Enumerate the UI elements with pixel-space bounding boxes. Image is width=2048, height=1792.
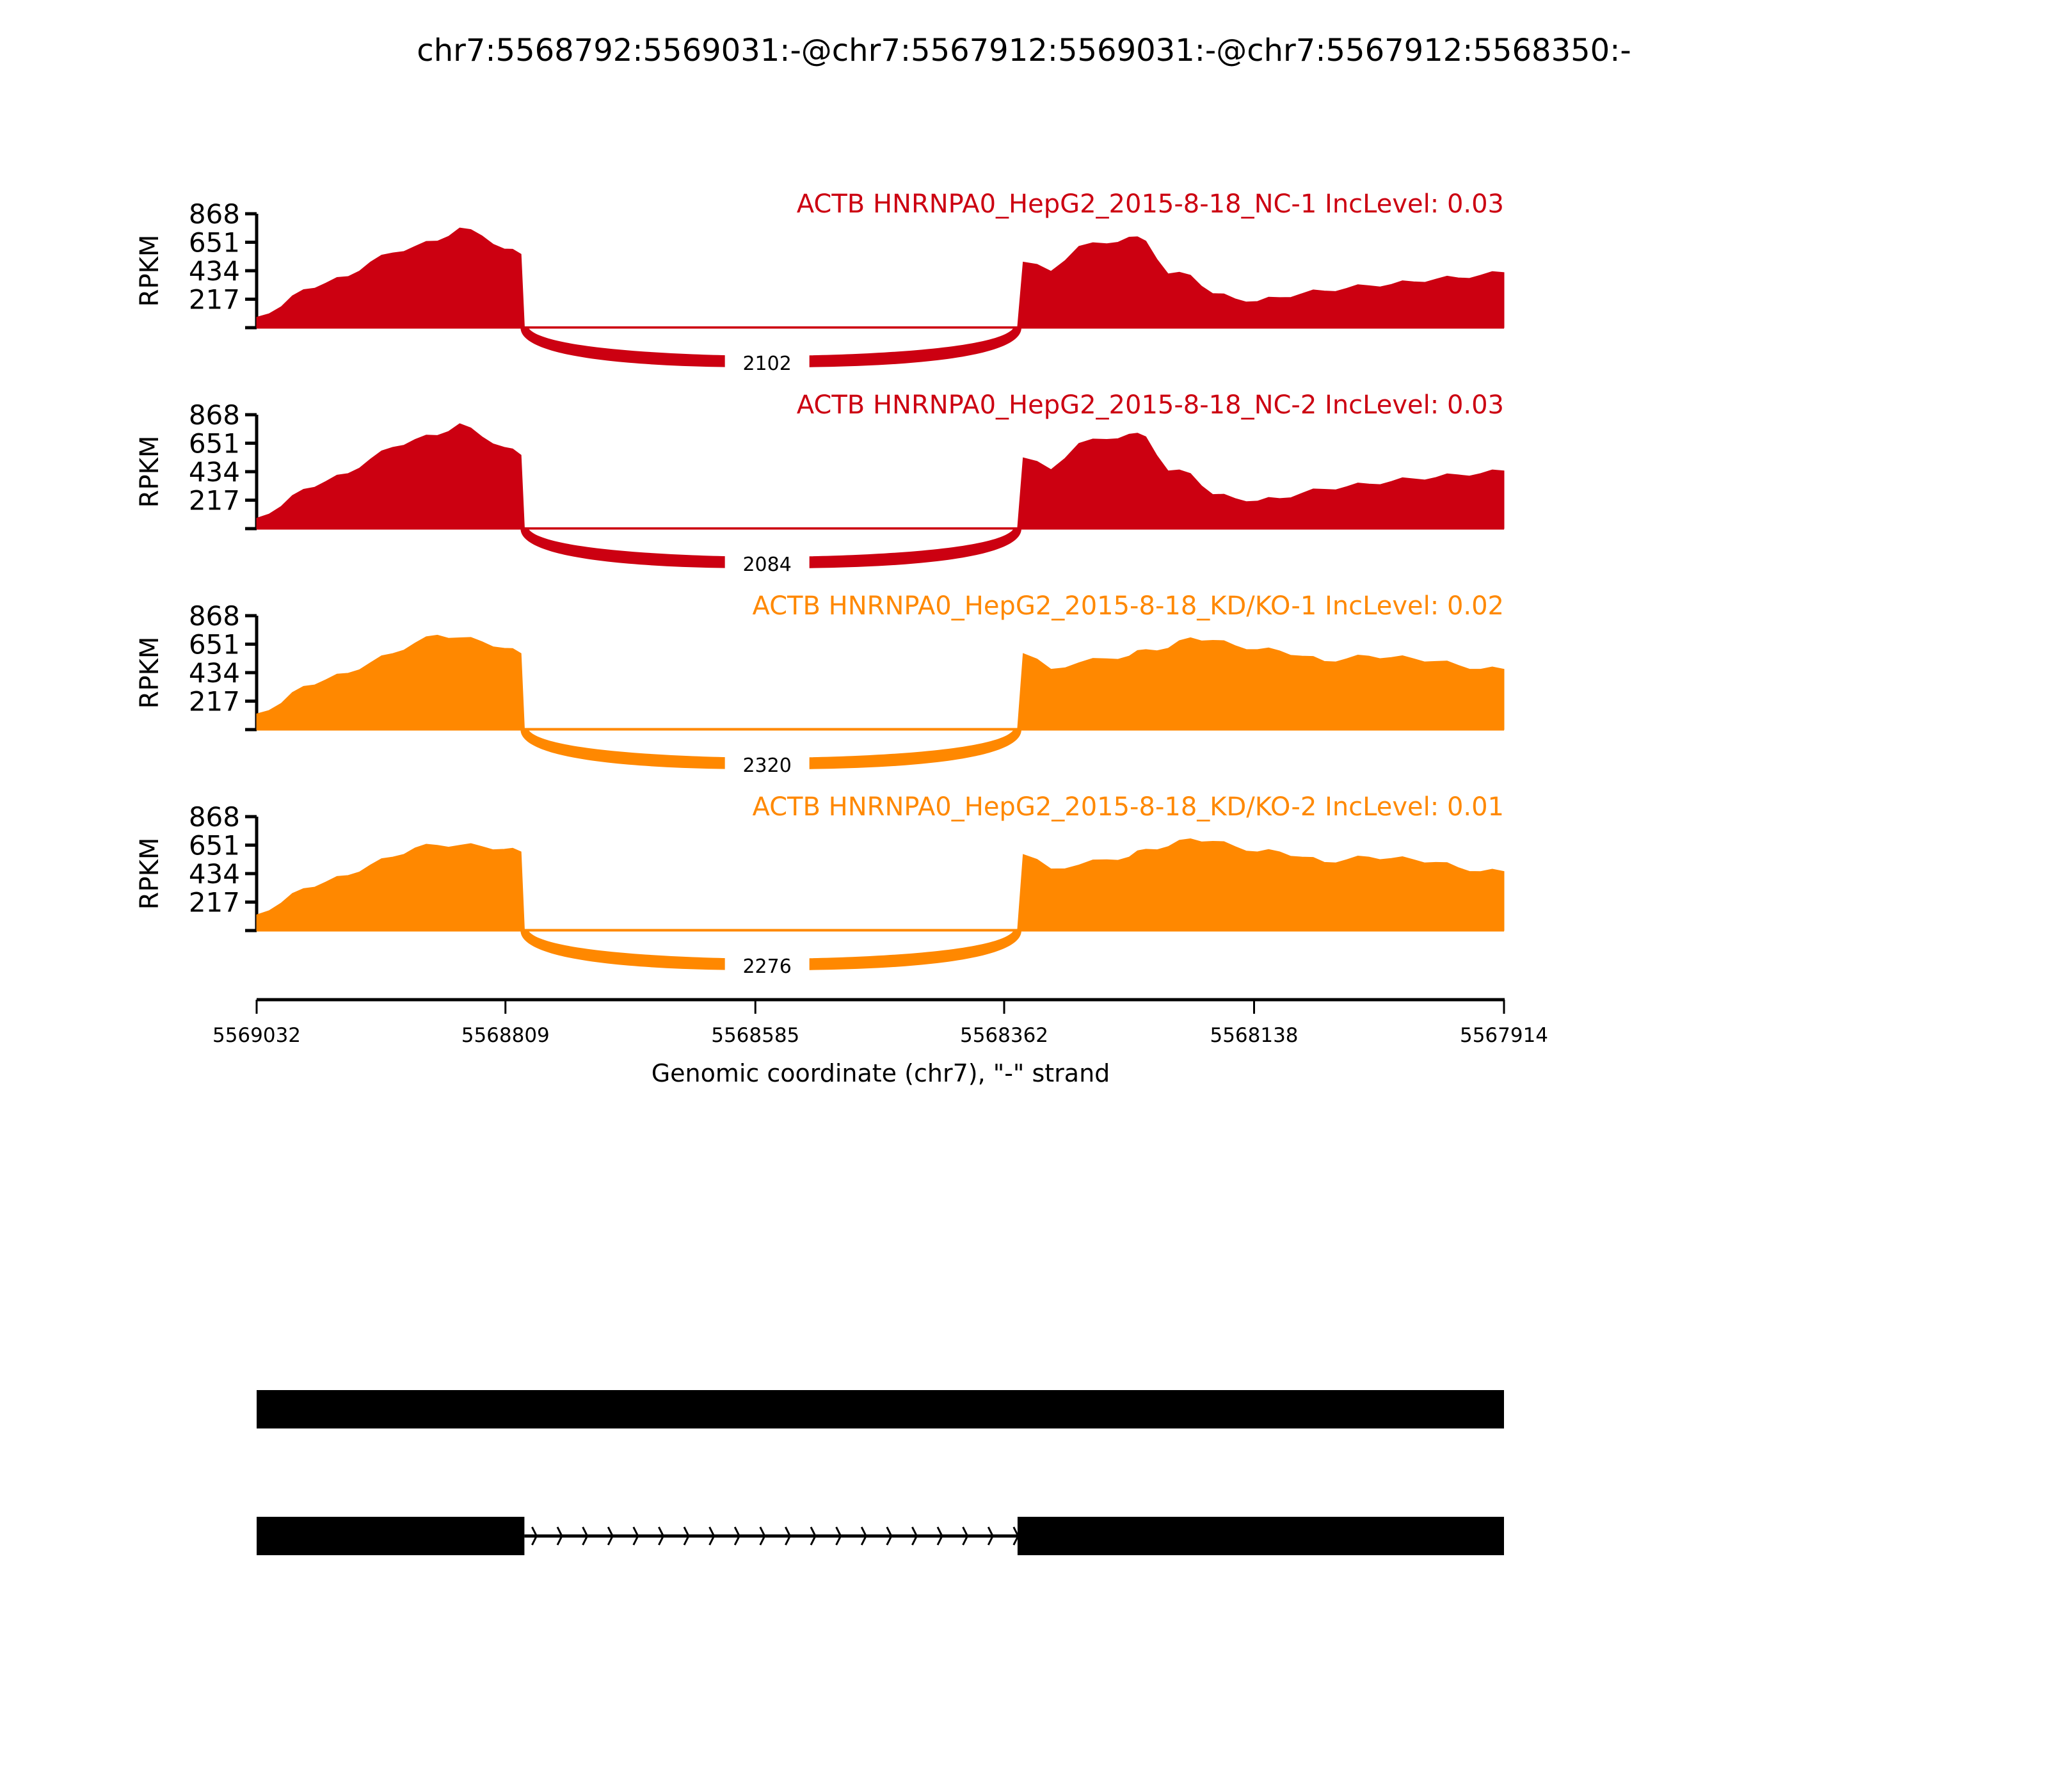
y-axis-label: RPKM bbox=[135, 838, 164, 910]
junction-label-bg bbox=[724, 954, 810, 977]
junction-label-bg bbox=[724, 753, 810, 776]
strand-arrow-icon bbox=[632, 1526, 639, 1546]
y-tick-label: 434 bbox=[189, 255, 240, 287]
sample-label: ACTB HNRNPA0_HepG2_2015-8-18_NC-2 IncLev… bbox=[797, 390, 1504, 420]
strand-arrow-icon bbox=[658, 1526, 665, 1546]
junction-count-label: 2320 bbox=[742, 755, 791, 777]
x-tick-label: 5568585 bbox=[711, 1024, 799, 1047]
junction-count-label: 2276 bbox=[742, 956, 791, 978]
coverage-area bbox=[256, 838, 1505, 931]
x-axis: 5569032 5568809 5568585 5568362 5568138 55679… bbox=[212, 998, 1548, 1047]
strand-arrow-icon bbox=[936, 1526, 943, 1546]
strand-arrow-icon bbox=[607, 1526, 614, 1546]
y-tick-label: 651 bbox=[189, 227, 240, 259]
gene-model-2 bbox=[257, 1517, 1504, 1555]
x-tick-label: 5567914 bbox=[1460, 1024, 1548, 1047]
strand-arrow-icon bbox=[733, 1526, 740, 1546]
junction-count-label: 2102 bbox=[742, 353, 791, 375]
chart-title: chr7:5568792:5569031:-@chr7:5567912:5569… bbox=[417, 33, 1631, 68]
gene-models bbox=[257, 1390, 1504, 1555]
junction-label-bg bbox=[724, 351, 810, 374]
strand-arrow-icon bbox=[708, 1526, 716, 1546]
y-tick-label: 434 bbox=[189, 456, 240, 488]
strand-arrow-icon bbox=[759, 1526, 766, 1546]
gene-model-1 bbox=[257, 1390, 1504, 1428]
x-tick-label: 5568809 bbox=[461, 1024, 550, 1047]
x-tick-label: 5568138 bbox=[1210, 1024, 1298, 1047]
exon-block bbox=[1017, 1517, 1504, 1555]
x-axis-label: Genomic coordinate (chr7), "-" strand bbox=[652, 1059, 1110, 1087]
y-tick-label: 651 bbox=[189, 830, 240, 861]
strand-arrow-icon bbox=[987, 1526, 994, 1546]
y-tick-label: 434 bbox=[189, 657, 240, 689]
y-tick-label: 217 bbox=[189, 284, 240, 316]
x-tick-label: 5568362 bbox=[960, 1024, 1048, 1047]
coverage-area bbox=[256, 227, 1505, 328]
x-tick-label: 5569032 bbox=[212, 1024, 301, 1047]
y-tick-label: 217 bbox=[189, 485, 240, 516]
y-tick-label: 651 bbox=[189, 428, 240, 460]
coverage-area bbox=[256, 634, 1505, 730]
strand-arrow-icon bbox=[785, 1526, 792, 1546]
sample-label: ACTB HNRNPA0_HepG2_2015-8-18_KD/KO-2 Inc… bbox=[752, 792, 1504, 822]
junction-arc bbox=[520, 328, 1021, 367]
sample-label: ACTB HNRNPA0_HepG2_2015-8-18_NC-1 IncLev… bbox=[797, 189, 1504, 219]
strand-arrow-icon bbox=[886, 1526, 893, 1546]
y-axis-label: RPKM bbox=[135, 235, 164, 307]
strand-arrow-icon bbox=[531, 1526, 538, 1546]
y-tick-label: 868 bbox=[189, 801, 240, 833]
y-axis-label: RPKM bbox=[135, 637, 164, 709]
y-tick-label: 868 bbox=[189, 600, 240, 632]
y-tick-label: 868 bbox=[189, 198, 240, 230]
y-tick-label: 217 bbox=[189, 887, 240, 918]
strand-arrow-icon bbox=[683, 1526, 690, 1546]
strand-arrow-icon bbox=[962, 1526, 969, 1546]
coverage-area bbox=[256, 423, 1505, 529]
strand-arrow-icon bbox=[911, 1526, 918, 1546]
junction-arc bbox=[520, 730, 1021, 769]
junction-label-bg bbox=[724, 552, 810, 575]
strand-arrow-icon bbox=[556, 1526, 563, 1546]
y-tick-label: 217 bbox=[189, 686, 240, 717]
y-tick-label: 868 bbox=[189, 399, 240, 431]
exon-block bbox=[257, 1517, 525, 1555]
strand-arrow-icon bbox=[810, 1526, 817, 1546]
strand-arrow-icon bbox=[860, 1526, 867, 1546]
y-axis-label: RPKM bbox=[135, 436, 164, 508]
strand-arrow-icon bbox=[582, 1526, 589, 1546]
y-tick-label: 434 bbox=[189, 858, 240, 890]
sample-label: ACTB HNRNPA0_HepG2_2015-8-18_KD/KO-1 Inc… bbox=[752, 591, 1504, 621]
strand-arrow-icon bbox=[835, 1526, 842, 1546]
junction-arc bbox=[520, 931, 1021, 970]
exon-block bbox=[257, 1390, 1504, 1428]
y-tick-label: 651 bbox=[189, 629, 240, 660]
junction-count-label: 2084 bbox=[742, 554, 791, 576]
junction-arc bbox=[520, 529, 1021, 568]
